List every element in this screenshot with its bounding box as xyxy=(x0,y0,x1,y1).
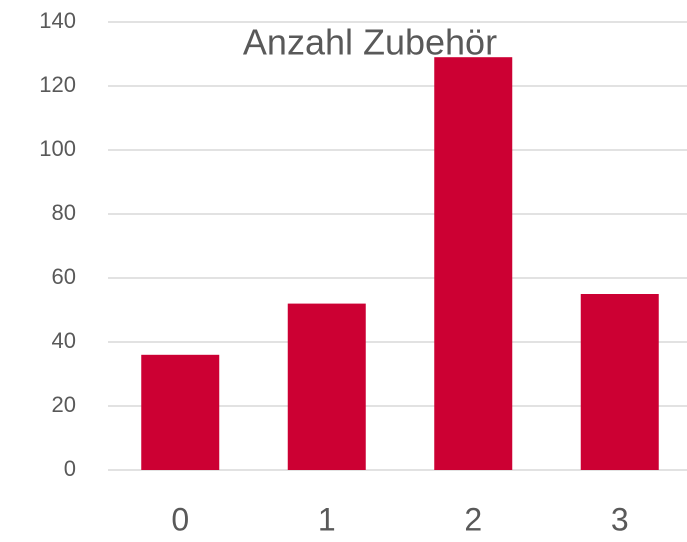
bar xyxy=(141,354,220,470)
x-tick-label: 3 xyxy=(611,501,629,537)
bar xyxy=(580,294,659,470)
y-tick-label: 20 xyxy=(52,392,76,417)
bar xyxy=(287,303,366,470)
chart-title: Anzahl Zubehör xyxy=(243,22,497,63)
x-tick-label: 0 xyxy=(171,501,189,537)
y-tick-label: 140 xyxy=(39,8,76,33)
y-tick-label: 60 xyxy=(52,264,76,289)
y-tick-label: 100 xyxy=(39,136,76,161)
bar xyxy=(434,57,513,470)
y-tick-label: 40 xyxy=(52,328,76,353)
x-tick-label: 2 xyxy=(464,501,482,537)
x-tick-label: 1 xyxy=(318,501,336,537)
y-tick-label: 80 xyxy=(52,200,76,225)
y-tick-label: 0 xyxy=(64,456,76,481)
y-tick-label: 120 xyxy=(39,72,76,97)
